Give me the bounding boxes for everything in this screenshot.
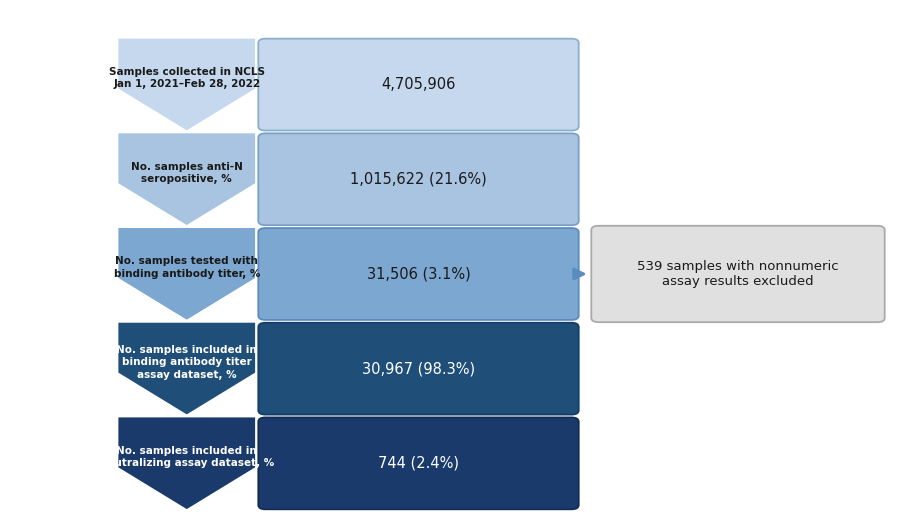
Polygon shape <box>117 227 256 321</box>
Text: No. samples tested with
binding antibody titer, %: No. samples tested with binding antibody… <box>113 256 260 279</box>
Text: 1,015,622 (21.6%): 1,015,622 (21.6%) <box>350 172 487 187</box>
Polygon shape <box>117 37 256 132</box>
Text: 744 (2.4%): 744 (2.4%) <box>378 456 459 471</box>
Text: No. samples included in
neutralizing assay dataset, %: No. samples included in neutralizing ass… <box>100 446 274 468</box>
FancyBboxPatch shape <box>258 228 579 320</box>
FancyBboxPatch shape <box>591 226 885 322</box>
Text: Samples collected in NCLS
Jan 1, 2021–Feb 28, 2022: Samples collected in NCLS Jan 1, 2021–Fe… <box>109 67 265 89</box>
Polygon shape <box>117 132 256 227</box>
Text: No. samples anti-N
seropositive, %: No. samples anti-N seropositive, % <box>130 162 243 184</box>
Polygon shape <box>117 416 256 511</box>
Text: 30,967 (98.3%): 30,967 (98.3%) <box>362 361 475 376</box>
FancyBboxPatch shape <box>258 323 579 414</box>
Polygon shape <box>117 321 256 416</box>
Text: 31,506 (3.1%): 31,506 (3.1%) <box>366 267 471 281</box>
FancyBboxPatch shape <box>258 39 579 130</box>
Text: 4,705,906: 4,705,906 <box>382 77 455 92</box>
Text: No. samples included in
binding antibody titer
assay dataset, %: No. samples included in binding antibody… <box>116 345 257 380</box>
FancyBboxPatch shape <box>258 418 579 509</box>
Text: 539 samples with nonnumeric
assay results excluded: 539 samples with nonnumeric assay result… <box>637 260 839 288</box>
FancyBboxPatch shape <box>258 134 579 225</box>
